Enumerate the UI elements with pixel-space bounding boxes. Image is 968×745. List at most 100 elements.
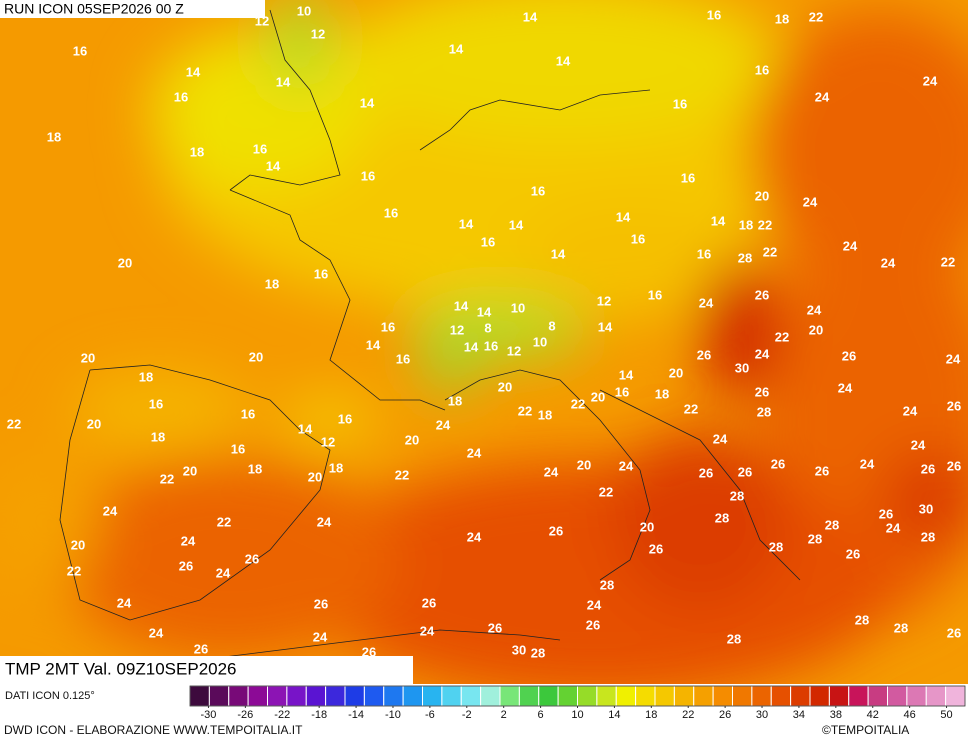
colorbar-tick-label: 34 (793, 709, 805, 721)
temperature-label: 16 (531, 183, 545, 198)
temperature-label: 16 (381, 319, 395, 334)
run-box (0, 0, 265, 18)
colorbar-swatch (557, 685, 578, 707)
temperature-label: 22 (160, 471, 174, 486)
temperature-label: 26 (649, 541, 663, 556)
temperature-label: 24 (317, 514, 332, 529)
temperature-label: 18 (47, 129, 61, 144)
colorbar-tick-label: -2 (462, 709, 472, 721)
temperature-label: 26 (422, 595, 436, 610)
colorbar-tick-label: 38 (830, 709, 842, 721)
colorbar-tick-label: -22 (274, 709, 290, 721)
temperature-label: 26 (179, 558, 193, 573)
temperature-label: 14 (459, 216, 474, 231)
temperature-label: 18 (248, 461, 262, 476)
temperature-label: 26 (755, 384, 769, 399)
colorbar-swatch (925, 685, 947, 707)
temperature-label: 28 (531, 645, 545, 660)
temperature-label: 16 (697, 246, 711, 261)
colorbar-swatch (499, 685, 520, 707)
temperature-label: 14 (366, 337, 381, 352)
temperature-label: 16 (384, 205, 398, 220)
temperature-label: 28 (855, 612, 869, 627)
borders (59, 9, 801, 661)
temperature-label: 28 (738, 250, 752, 265)
temperature-label: 14 (598, 319, 613, 334)
temperature-label: 8 (548, 318, 555, 333)
colorbar-swatch (596, 685, 617, 707)
temperature-label: 16 (631, 231, 645, 246)
temperature-label: 24 (903, 403, 918, 418)
temperature-label: 26 (755, 287, 769, 302)
colorbar-swatch (751, 685, 772, 707)
colorbar-swatch (189, 685, 210, 707)
temperature-label: 24 (216, 565, 231, 580)
colorbar-swatch (654, 685, 675, 707)
colorbar-tick-label: -18 (311, 709, 327, 721)
temperature-label: 20 (118, 255, 132, 270)
temperature-label: 20 (809, 322, 823, 337)
temperature-label: 14 (276, 74, 291, 89)
temperature-label: 28 (921, 529, 935, 544)
colorbar-swatch (848, 685, 869, 707)
temperature-label: 26 (846, 546, 860, 561)
temperature-label: 16 (253, 141, 267, 156)
colorbar-tick-label: 30 (756, 709, 768, 721)
temperature-label: 24 (587, 597, 602, 612)
temperature-label: 18 (739, 217, 753, 232)
temperature-label: 20 (591, 389, 605, 404)
temperature-label: 24 (544, 464, 559, 479)
temperature-label: 26 (697, 347, 711, 362)
temperature-label: 30 (512, 642, 526, 657)
temperature-label: 12 (321, 434, 335, 449)
colorbar-swatch (867, 685, 888, 707)
colorbar-tick-label: -26 (237, 709, 253, 721)
colorbar-tick-label: -30 (200, 709, 216, 721)
colorbar-tick-label: 10 (571, 709, 583, 721)
temperature-label: 26 (771, 456, 785, 471)
colorbar-swatch (267, 685, 288, 707)
colorbar-swatch (693, 685, 714, 707)
temperature-label: 28 (769, 539, 783, 554)
temperature-label: 24 (946, 351, 961, 366)
temperature-label: 16 (231, 441, 245, 456)
temperature-label: 14 (523, 9, 538, 24)
temperature-label: 14 (298, 421, 313, 436)
temperature-label: 16 (314, 266, 328, 281)
credit: DWD ICON - ELABORAZIONE WWW.TEMPOITALIA.… (4, 723, 303, 737)
temperature-label: 28 (727, 631, 741, 646)
temperature-label: 24 (117, 595, 132, 610)
temperature-label: 22 (599, 484, 613, 499)
colorbar-tick-label: 42 (867, 709, 879, 721)
colorbar-swatch (441, 685, 462, 707)
temperature-label: 28 (600, 577, 614, 592)
temperature-label: 28 (715, 510, 729, 525)
temperature-label: 16 (149, 396, 163, 411)
temperature-label: 16 (673, 96, 687, 111)
temperature-label: 18 (151, 429, 165, 444)
temperature-label: 16 (648, 287, 662, 302)
colorbar-swatch (344, 685, 365, 707)
temperature-label: 24 (911, 437, 926, 452)
temperature-label: 24 (881, 255, 896, 270)
temperature-label: 20 (183, 463, 197, 478)
temperature-label: 20 (308, 469, 322, 484)
temperature-label: 24 (923, 73, 938, 88)
temperature-label: 26 (879, 506, 893, 521)
temperature-label: 12 (450, 322, 464, 337)
temperature-label: 18 (448, 393, 462, 408)
temperature-label: 10 (533, 334, 547, 349)
temperature-label: 14 (477, 304, 492, 319)
temperature-label: 16 (174, 89, 188, 104)
temperature-label: 24 (699, 295, 714, 310)
colorbar-swatch (460, 685, 482, 707)
colorbar-swatch (945, 685, 966, 707)
colorbar-swatch (363, 685, 385, 707)
temperature-label: 14 (464, 339, 479, 354)
temperature-label: 20 (81, 350, 95, 365)
colorbar-tick-label: 22 (682, 709, 694, 721)
temperature-label: 20 (405, 432, 419, 447)
temperature-label: 16 (361, 168, 375, 183)
